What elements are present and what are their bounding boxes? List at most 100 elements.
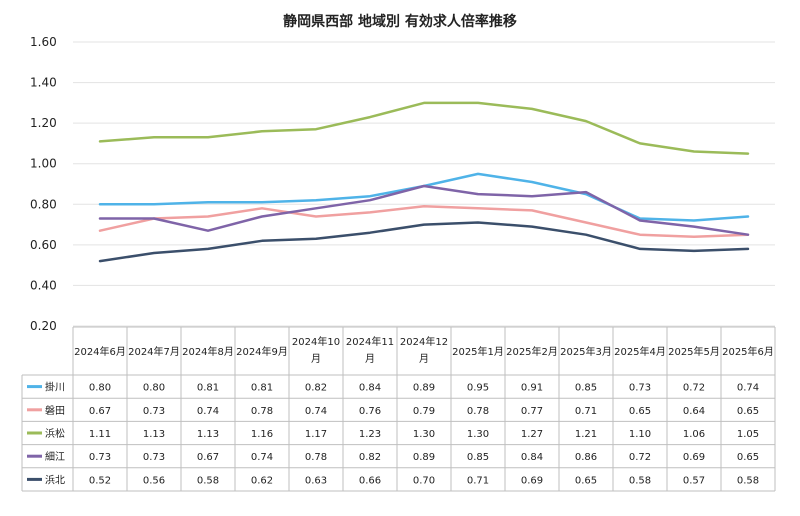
series-line-4	[98, 184, 750, 236]
data-label: 0.77	[521, 406, 543, 417]
data-label: 0.86	[575, 452, 597, 463]
data-label: 1.30	[413, 429, 435, 440]
data-label: 0.58	[629, 475, 651, 486]
data-label: 0.69	[683, 452, 705, 463]
data-label: 0.74	[305, 406, 327, 417]
data-label: 0.74	[197, 406, 219, 417]
legend-label: 細江	[45, 450, 65, 463]
data-label: 0.78	[467, 406, 489, 417]
legend-label: 浜松	[45, 427, 65, 440]
data-label: 0.91	[521, 383, 543, 394]
data-label: 1.11	[89, 429, 111, 440]
x-category-label: 2024年7月	[128, 345, 180, 358]
x-category-label: 月	[419, 353, 429, 365]
data-label: 1.13	[143, 429, 165, 440]
series-line-2	[98, 205, 750, 238]
data-label: 0.72	[629, 452, 651, 463]
data-label: 0.57	[683, 475, 705, 486]
data-label: 0.71	[467, 475, 489, 486]
data-label: 0.78	[305, 452, 327, 463]
data-label: 0.81	[251, 383, 273, 394]
data-label: 0.58	[197, 475, 219, 486]
data-label: 0.71	[575, 406, 597, 417]
data-label: 0.73	[143, 406, 165, 417]
data-label: 1.13	[197, 429, 219, 440]
data-label: 0.85	[575, 383, 597, 394]
chart-title: 静岡県西部 地域別 有効求人倍率推移	[283, 14, 517, 30]
data-label: 1.17	[305, 429, 327, 440]
data-label: 1.23	[359, 429, 381, 440]
data-label: 0.73	[89, 452, 111, 463]
data-label: 1.10	[629, 429, 651, 440]
data-label: 0.62	[251, 475, 273, 486]
data-label: 0.69	[521, 475, 543, 486]
x-category-label: 月	[365, 353, 375, 365]
y-tick-label: 1.00	[30, 157, 57, 171]
y-tick-label: 0.80	[30, 197, 57, 211]
data-label: 1.05	[737, 429, 759, 440]
x-category-label: 2025年5月	[668, 345, 720, 358]
legend-label: 掛川	[45, 381, 65, 394]
data-label: 0.85	[467, 452, 489, 463]
series-line-5	[98, 221, 750, 263]
data-label: 0.73	[143, 452, 165, 463]
data-label: 0.76	[359, 406, 381, 417]
data-label: 0.73	[629, 383, 651, 394]
data-label: 0.65	[629, 406, 651, 417]
data-label: 0.70	[413, 475, 435, 486]
data-label: 0.63	[305, 475, 327, 486]
series-line-3	[98, 101, 750, 155]
data-label: 1.06	[683, 429, 705, 440]
data-label: 0.74	[737, 383, 759, 394]
data-label: 0.89	[413, 383, 435, 394]
data-label: 1.30	[467, 429, 489, 440]
data-label: 0.65	[575, 475, 597, 486]
y-tick-label: 1.20	[30, 116, 57, 130]
data-label: 0.79	[413, 406, 435, 417]
data-label: 0.67	[89, 406, 111, 417]
y-tick-label: 0.60	[30, 238, 57, 252]
x-category-label: 2025年3月	[560, 345, 612, 358]
data-label: 0.95	[467, 383, 489, 394]
data-label: 0.66	[359, 475, 381, 486]
data-label: 0.81	[197, 383, 219, 394]
x-category-label: 2025年4月	[614, 345, 666, 358]
y-tick-label: 1.60	[30, 35, 57, 49]
data-label: 0.74	[251, 452, 273, 463]
y-tick-label: 1.40	[30, 76, 57, 90]
data-label: 0.52	[89, 475, 111, 486]
data-label: 0.58	[737, 475, 759, 486]
data-label: 1.16	[251, 429, 273, 440]
data-label: 0.80	[143, 383, 165, 394]
data-label: 1.21	[575, 429, 597, 440]
x-category-label: 2024年12	[400, 335, 448, 348]
x-category-label: 2025年2月	[506, 345, 558, 358]
x-category-label: 月	[311, 353, 321, 365]
x-category-label: 2024年11	[346, 335, 394, 348]
x-category-label: 2024年9月	[236, 345, 288, 358]
y-tick-label: 0.20	[30, 319, 57, 333]
x-category-label: 2024年10	[292, 335, 340, 348]
x-category-label: 2024年8月	[182, 345, 234, 358]
data-label: 0.82	[305, 383, 327, 394]
data-label: 0.84	[359, 383, 381, 394]
data-label: 0.89	[413, 452, 435, 463]
data-label: 0.80	[89, 383, 111, 394]
data-label: 0.64	[683, 406, 705, 417]
data-label: 0.84	[521, 452, 543, 463]
x-category-label: 2025年6月	[722, 345, 774, 358]
data-label: 0.82	[359, 452, 381, 463]
x-category-label: 2025年1月	[452, 345, 504, 358]
x-category-label: 2024年6月	[74, 345, 126, 358]
data-label: 0.56	[143, 475, 165, 486]
data-label: 1.27	[521, 429, 543, 440]
data-label: 0.65	[737, 406, 759, 417]
legend-label: 浜北	[45, 474, 65, 486]
data-label: 0.78	[251, 406, 273, 417]
y-tick-label: 0.40	[30, 278, 57, 292]
legend-label: 磐田	[45, 404, 65, 417]
data-label: 0.65	[737, 452, 759, 463]
series-line-1	[98, 172, 750, 222]
data-label: 0.72	[683, 383, 705, 394]
